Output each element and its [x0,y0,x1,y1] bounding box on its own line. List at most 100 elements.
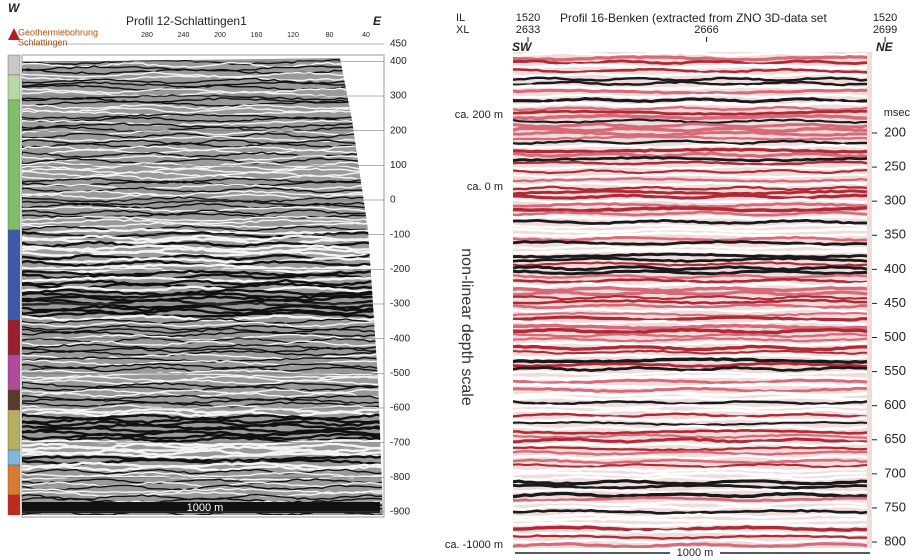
reflector [22,164,383,171]
time-tick-label: 350 [884,227,906,242]
reflector [22,209,383,216]
reflector [22,202,383,210]
reflector [22,100,383,107]
reflector [22,246,383,255]
time-tick-label: 600 [884,397,906,412]
reflector [22,327,383,335]
reflector [513,151,868,159]
reflector [513,466,868,473]
reflector [22,103,383,111]
reflector [513,344,867,352]
time-tick-label: 400 [884,261,906,276]
reflector [513,479,868,486]
xl-tick-label: 2666 [694,24,718,36]
reflector [513,281,868,289]
reflector [513,155,868,163]
reflector [513,420,868,427]
depth-tick-label: -900 [390,507,410,518]
depth-tick-label: -800 [390,472,410,483]
reflector [513,496,867,503]
reflector [513,315,867,322]
reflector [513,109,868,116]
reflector [513,475,868,481]
top-tick-label: 240 [178,32,190,39]
reflector [513,542,868,548]
reflector [513,231,868,238]
reflector [22,461,383,469]
reflector [22,77,383,85]
reflector [513,88,868,96]
reflector [22,129,383,136]
reflector [513,407,868,415]
reflector [513,130,867,137]
reflector [513,395,867,402]
reflector [513,290,868,297]
il-tick-label: 1520 [516,12,540,24]
reflector [513,206,868,213]
reflector [22,285,383,293]
reflector [513,525,868,533]
reflector [513,332,868,339]
depth-label: ca. 200 m [455,109,503,121]
reflector [513,265,868,272]
reflector [22,310,383,319]
reflector [513,403,868,410]
reflector [513,177,868,183]
reflector [22,416,383,425]
xl-tick-label: 2633 [516,24,540,36]
strat-column [7,54,21,516]
scale-bar-label: 1000 m [187,502,224,514]
depth-tick-label: -500 [390,368,410,379]
reflector [513,327,868,335]
depth-tick-label: 0 [390,195,396,206]
panel-title: Profil 16-Benken (extracted from ZNO 3D-… [560,11,827,25]
reflector [513,93,868,99]
reflector [22,451,383,460]
reflector [22,379,383,386]
corner-label: E [373,14,382,28]
reflector [22,218,383,226]
reflector [513,76,868,82]
reflector [513,487,868,494]
reflector [22,410,383,418]
depth-tick-label: -700 [390,437,410,448]
top-tick-label: 120 [287,32,299,39]
reflector [513,218,868,225]
scale-bar [22,502,380,513]
reflector [513,168,868,175]
depth-label: ca. 0 m [467,181,503,193]
reflector [22,126,383,133]
reflector [22,481,383,488]
reflector [22,288,383,297]
reflector [22,278,383,287]
reflector [513,261,868,267]
reflector [513,357,868,365]
corner-label: W [8,1,21,15]
reflector [22,87,383,94]
reflector [22,157,382,165]
reflector [513,139,867,146]
reflector [513,72,868,78]
reflector [513,521,868,528]
reflector [513,390,868,398]
reflector [513,446,868,452]
reflector [513,160,868,166]
reflector [22,173,383,181]
depth-tick-label: 100 [390,160,407,171]
depth-tick-label: 200 [390,125,407,136]
left-seismic-section [22,58,383,515]
reflector [513,164,867,171]
time-tick-label: 700 [884,465,906,480]
reflector [513,147,868,154]
reflector [22,189,383,197]
strat-unit [7,464,21,496]
reflector [513,319,868,326]
axis-label: non-linear depth scale [458,248,475,406]
reflector [22,391,383,399]
reflector [513,239,868,247]
reflector [22,381,383,389]
reflector [513,197,868,204]
reflector [513,247,868,255]
reflector [513,84,868,91]
